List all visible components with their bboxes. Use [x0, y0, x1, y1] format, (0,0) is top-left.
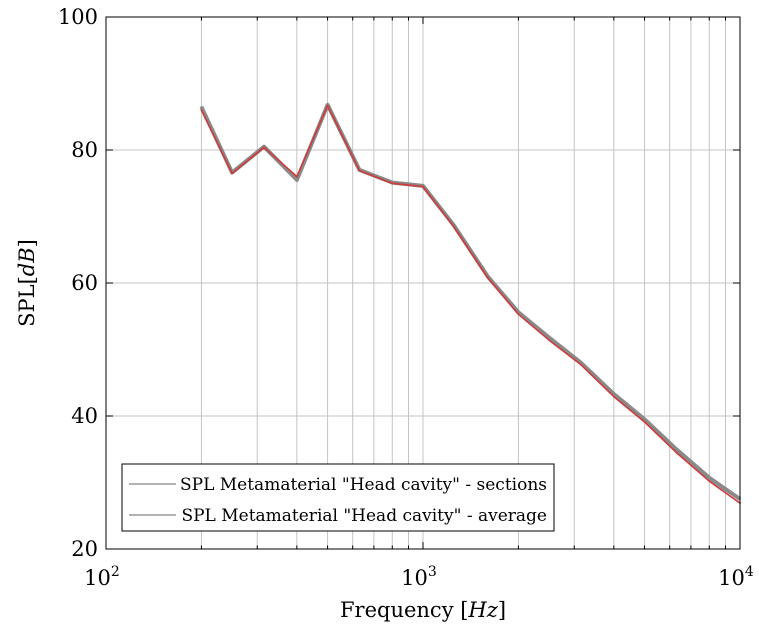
axis-ticks: 102 103 104 20 40 60 80 100 — [58, 5, 754, 590]
y-tick-label: 60 — [71, 271, 98, 295]
data-point — [548, 339, 551, 342]
data-point — [486, 276, 489, 279]
series-line-1 — [200, 104, 741, 504]
x-tick-label: 103 — [401, 564, 437, 590]
y-tick-label: 40 — [71, 404, 98, 428]
data-point — [517, 313, 520, 316]
data-point — [391, 182, 394, 185]
data-point — [200, 105, 203, 108]
x-tick-label: 102 — [84, 564, 120, 590]
data-point — [580, 363, 582, 366]
data-point — [708, 480, 711, 483]
data-point — [263, 146, 265, 149]
data-point — [643, 418, 646, 421]
data-point — [612, 395, 615, 398]
legend-label: SPL Metamaterial "Head cavity" - average — [181, 506, 547, 526]
series-layer — [199, 102, 742, 505]
data-point — [231, 172, 234, 175]
data-point — [548, 336, 551, 339]
data-point — [675, 448, 678, 451]
data-point — [612, 393, 615, 395]
x-tick-label: 104 — [718, 564, 754, 590]
data-point — [295, 175, 298, 178]
y-tick-label: 20 — [71, 537, 98, 561]
data-point — [358, 169, 361, 172]
legend: SPL Metamaterial "Head cavity" - section… — [121, 463, 555, 532]
y-axis-label: SPL[dB] — [15, 239, 39, 327]
data-point — [326, 104, 329, 107]
x-tick-exponent: 4 — [745, 564, 754, 580]
data-point — [295, 179, 298, 181]
x-axis-label: Frequency [Hz] — [340, 598, 506, 622]
y-tick-label: 100 — [58, 5, 98, 29]
data-point — [580, 361, 582, 364]
data-point — [422, 185, 424, 188]
data-point — [708, 476, 711, 479]
data-point — [675, 451, 678, 454]
x-tick-exponent: 3 — [428, 564, 437, 580]
y-tick-label: 80 — [71, 138, 98, 162]
legend-label: SPL Metamaterial "Head cavity" - section… — [180, 475, 547, 495]
legend-box — [121, 463, 555, 532]
data-point — [200, 109, 203, 111]
data-point — [643, 421, 646, 423]
x-tick-exponent: 2 — [111, 564, 120, 580]
grid-lines — [106, 17, 740, 549]
data-point — [452, 225, 455, 228]
